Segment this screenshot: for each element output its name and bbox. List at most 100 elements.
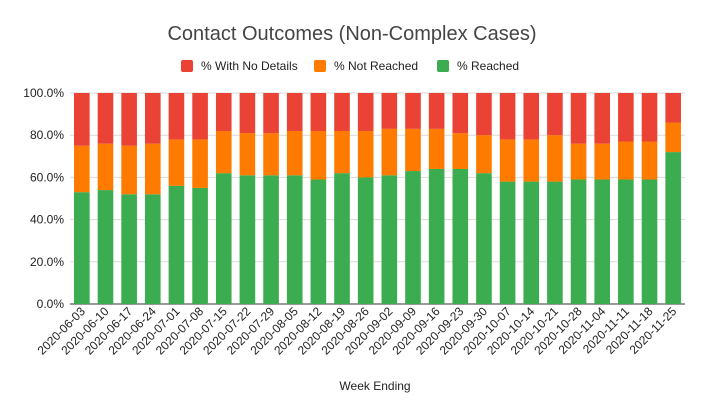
bar-segment-with-no-details [357, 93, 374, 131]
legend-item: % Reached [437, 59, 519, 73]
bar-segment-reached [476, 173, 492, 304]
bar-segment-reached [144, 194, 161, 304]
y-tick-label: 60.0% [30, 170, 64, 184]
bar-segment-reached [239, 175, 256, 304]
bar-segment-reached [594, 179, 611, 304]
bar-segment-reached [168, 185, 185, 304]
bar-segment-not-reached [334, 130, 350, 174]
y-axis-ticks: 0.0% 20.0% 40.0% 60.0% 80.0% 100.0% [23, 86, 64, 311]
bar-segment-not-reached [665, 122, 681, 153]
bar-segment-with-no-details [499, 93, 516, 140]
gridlines [70, 92, 685, 305]
bar-segment-not-reached [310, 130, 327, 180]
bar-segment-not-reached [476, 135, 492, 174]
bar-segment-with-no-details [618, 93, 634, 142]
bar-segment-reached [74, 192, 90, 304]
y-tick-label: 100.0% [23, 86, 64, 100]
bar-segment-with-no-details [452, 93, 469, 134]
bar-segment-not-reached [263, 133, 279, 176]
bar-segment-not-reached [192, 139, 208, 188]
bar-segment-not-reached [168, 139, 185, 186]
bar-segment-with-no-details [144, 93, 161, 144]
legend-swatch [181, 60, 193, 72]
bar-segment-with-no-details [523, 93, 540, 140]
bar-segment-with-no-details [310, 93, 327, 131]
bar-segment-not-reached [641, 141, 658, 180]
bar-segment-with-no-details [286, 93, 303, 131]
bar-segment-with-no-details [239, 93, 256, 134]
bar-segment-reached [263, 175, 279, 304]
legend-label: % With No Details [201, 59, 298, 73]
bar-segment-with-no-details [594, 93, 611, 144]
bar-segment-reached [452, 168, 469, 304]
bar-segment-not-reached [357, 130, 374, 178]
chart-title: Contact Outcomes (Non-Complex Cases) [167, 23, 536, 45]
bar-segment-with-no-details [97, 93, 114, 144]
x-axis-title: Week Ending [339, 379, 410, 393]
bar-segment-with-no-details [476, 93, 492, 136]
bar-segment-with-no-details [215, 93, 232, 131]
bar-segment-not-reached [428, 128, 445, 169]
bar-segment-with-no-details [570, 93, 587, 144]
bar-segment-reached [215, 173, 232, 304]
bar-segment-not-reached [523, 139, 540, 182]
y-tick-label: 80.0% [30, 128, 64, 142]
bar-segment-not-reached [215, 130, 232, 174]
bar-segment-not-reached [618, 141, 634, 180]
bar-segment-not-reached [570, 143, 587, 180]
bar-segment-with-no-details [547, 93, 563, 136]
legend-item: % With No Details [181, 59, 298, 73]
bar-segment-reached [570, 179, 587, 304]
bar-segment-not-reached [547, 135, 563, 182]
bars [74, 93, 681, 304]
legend-swatch [437, 60, 449, 72]
legend-swatch [314, 60, 326, 72]
bar-segment-with-no-details [641, 93, 658, 142]
bar-segment-reached [357, 177, 374, 304]
bar-segment-reached [428, 168, 445, 304]
bar-segment-reached [499, 181, 516, 304]
bar-segment-reached [334, 173, 350, 304]
bar-segment-reached [381, 175, 398, 304]
legend-label: % Not Reached [334, 59, 418, 73]
bar-segment-reached [286, 175, 303, 304]
bar-segment-not-reached [594, 143, 611, 180]
bar-segment-not-reached [239, 133, 256, 176]
bar-segment-with-no-details [428, 93, 445, 129]
bar-segment-reached [523, 181, 540, 304]
bar-segment-not-reached [499, 139, 516, 182]
bar-segment-with-no-details [665, 93, 681, 123]
bar-segment-reached [97, 190, 114, 304]
bar-segment-reached [310, 179, 327, 304]
bar-segment-reached [618, 179, 634, 304]
bar-segment-with-no-details [74, 93, 90, 146]
bar-segment-with-no-details [192, 93, 208, 140]
y-tick-label: 40.0% [30, 213, 64, 227]
bar-segment-not-reached [452, 133, 469, 169]
bar-segment-reached [192, 187, 208, 304]
legend: % With No Details % Not Reached % Reached [181, 59, 519, 73]
legend-item: % Not Reached [314, 59, 418, 73]
bar-segment-not-reached [286, 130, 303, 176]
bar-segment-with-no-details [381, 93, 398, 129]
bar-segment-not-reached [97, 143, 114, 191]
bar-segment-reached [665, 152, 681, 304]
bar-segment-not-reached [381, 128, 398, 176]
x-axis-ticks: 2020-06-032020-06-102020-06-172020-06-24… [35, 304, 680, 358]
bar-segment-reached [547, 181, 563, 304]
bar-segment-reached [405, 171, 421, 304]
legend-label: % Reached [457, 59, 519, 73]
bar-segment-with-no-details [405, 93, 421, 129]
bar-segment-not-reached [121, 145, 137, 195]
bar-segment-not-reached [74, 145, 90, 193]
bar-segment-with-no-details [334, 93, 350, 131]
bar-segment-reached [121, 194, 137, 304]
y-tick-label: 20.0% [30, 255, 64, 269]
bar-segment-not-reached [405, 128, 421, 172]
bar-segment-reached [641, 179, 658, 304]
bar-segment-not-reached [144, 143, 161, 195]
bar-segment-with-no-details [121, 93, 137, 146]
y-tick-label: 0.0% [37, 297, 65, 311]
